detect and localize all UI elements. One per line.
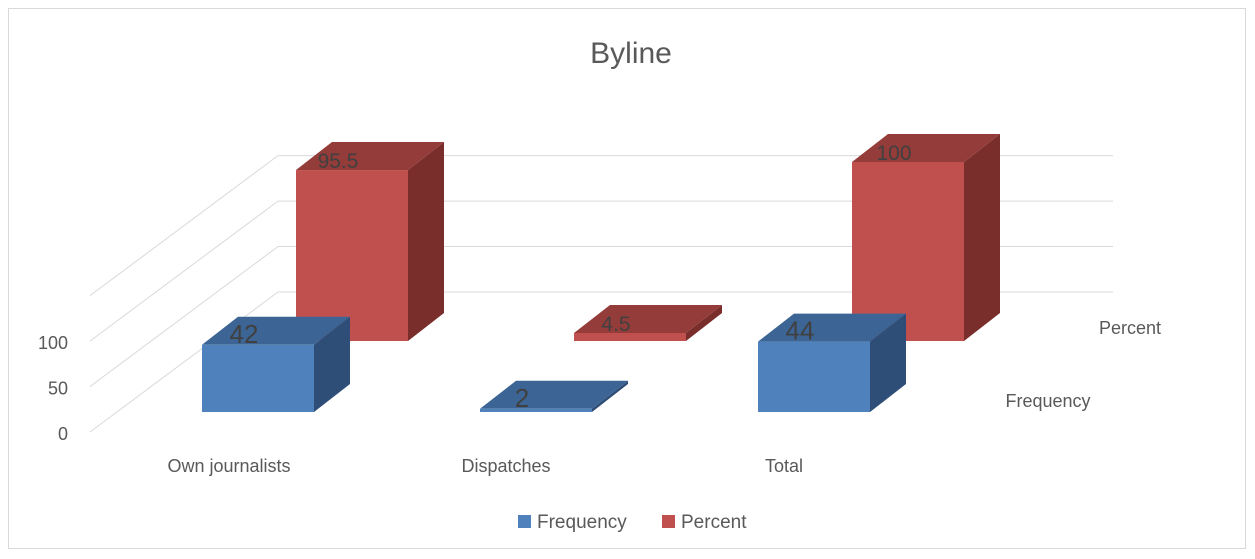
gridline-side (89, 155, 279, 297)
bar-frequency (480, 408, 592, 412)
y-tick-label: 50 (48, 379, 68, 399)
bar-side-frequency (314, 316, 350, 412)
gridline-side (89, 246, 279, 387)
legend-swatch-frequency (518, 515, 531, 528)
bar-side-frequency (870, 313, 906, 412)
bars (202, 134, 1000, 412)
labels: 0 50 100 Own journalists Dispatches Total 95.5… (38, 142, 1161, 476)
y-tick-label: 100 (38, 333, 68, 353)
bar-side-percent (408, 142, 444, 341)
bar-side-percent (686, 304, 722, 341)
bar-top-frequency (758, 313, 906, 342)
bar-side-percent (964, 134, 1000, 341)
legend-label-percent: Percent (681, 512, 747, 533)
bar-frequency (758, 341, 870, 412)
chart-title: Byline (590, 37, 672, 70)
x-tick-label: Dispatches (461, 456, 550, 476)
data-label-frequency: 2 (515, 383, 529, 413)
legend-swatch-percent (662, 515, 675, 528)
bar-top-percent (296, 142, 444, 171)
series-axis-label: Frequency (1005, 391, 1090, 411)
bar-percent (852, 162, 964, 341)
legend-label-frequency: Frequency (537, 512, 627, 533)
bar-top-percent (574, 304, 722, 333)
bar-top-frequency (480, 380, 628, 409)
data-label-percent: 4.5 (601, 313, 630, 336)
data-label-percent: 95.5 (318, 150, 359, 173)
data-label-frequency: 42 (230, 319, 259, 349)
bar-frequency (202, 344, 314, 412)
series-axis-label: Percent (1099, 318, 1161, 338)
bar-percent (296, 170, 408, 341)
gridline-side (89, 200, 279, 342)
bar-top-frequency (202, 316, 350, 345)
x-tick-label: Own journalists (167, 456, 290, 476)
y-tick-label: 0 (58, 424, 68, 444)
data-label-percent: 100 (876, 142, 911, 165)
x-tick-label: Total (765, 456, 803, 476)
chart-frame (8, 8, 1246, 549)
bar-percent (574, 332, 686, 341)
gridline-side (89, 291, 279, 433)
data-label-frequency: 44 (786, 316, 815, 346)
bar-top-percent (852, 134, 1000, 162)
legend: Frequency Percent (518, 512, 747, 533)
bar-side-frequency (592, 380, 628, 412)
